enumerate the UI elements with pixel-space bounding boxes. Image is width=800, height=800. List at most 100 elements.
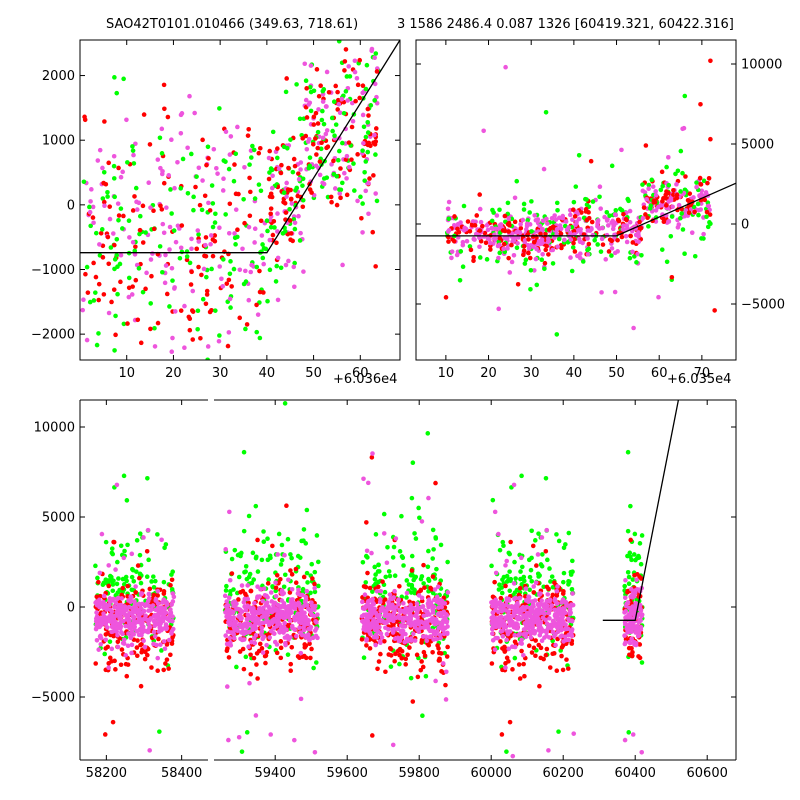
data-point bbox=[110, 582, 116, 587]
data-point bbox=[111, 163, 117, 169]
data-point bbox=[259, 620, 265, 626]
data-point bbox=[354, 22, 359, 27]
data-point bbox=[373, 572, 378, 577]
data-point bbox=[241, 637, 247, 642]
data-point bbox=[308, 108, 314, 114]
data-point bbox=[297, 238, 303, 243]
data-point bbox=[317, 159, 323, 164]
data-point bbox=[163, 661, 168, 666]
data-point bbox=[263, 660, 268, 666]
data-point bbox=[173, 309, 178, 314]
data-point bbox=[619, 147, 624, 153]
data-point bbox=[140, 240, 146, 245]
data-point bbox=[229, 571, 235, 576]
data-point bbox=[381, 531, 387, 536]
data-point bbox=[155, 157, 161, 162]
data-point bbox=[113, 567, 118, 572]
data-point bbox=[560, 614, 565, 620]
data-point bbox=[252, 196, 258, 201]
data-point bbox=[706, 203, 712, 209]
data-point bbox=[637, 655, 643, 661]
data-point bbox=[527, 255, 533, 261]
data-point bbox=[609, 163, 615, 169]
data-point bbox=[492, 579, 497, 585]
data-point bbox=[630, 604, 636, 609]
data-point bbox=[698, 181, 703, 187]
data-point bbox=[275, 211, 280, 216]
data-point bbox=[675, 168, 681, 174]
data-point bbox=[251, 577, 257, 582]
data-point bbox=[555, 244, 560, 249]
data-point bbox=[149, 665, 154, 670]
data-point bbox=[251, 147, 257, 153]
data-point bbox=[322, 21, 327, 26]
data-point bbox=[415, 674, 421, 680]
data-point bbox=[93, 290, 98, 295]
data-point bbox=[153, 596, 159, 602]
data-point bbox=[161, 589, 167, 594]
data-point bbox=[288, 137, 293, 142]
data-point bbox=[231, 621, 237, 627]
data-point bbox=[426, 548, 431, 554]
data-point bbox=[546, 586, 551, 592]
top-left-xtick-label: 60 bbox=[352, 366, 369, 381]
data-point bbox=[280, 591, 285, 597]
data-point bbox=[526, 613, 532, 618]
data-point bbox=[259, 557, 265, 563]
data-point bbox=[138, 606, 144, 611]
data-point bbox=[541, 166, 547, 172]
data-point bbox=[194, 174, 199, 179]
data-point bbox=[518, 569, 523, 574]
data-point bbox=[134, 610, 139, 615]
data-point bbox=[162, 280, 168, 286]
data-point bbox=[115, 291, 120, 297]
data-point bbox=[226, 611, 231, 617]
data-point bbox=[201, 266, 207, 272]
data-point bbox=[431, 547, 436, 552]
data-point bbox=[518, 617, 524, 622]
data-point bbox=[203, 242, 208, 248]
data-point bbox=[260, 636, 266, 642]
data-point bbox=[103, 637, 109, 643]
data-point bbox=[226, 277, 232, 283]
data-point bbox=[125, 321, 130, 326]
data-point bbox=[178, 186, 184, 191]
data-point bbox=[524, 221, 530, 227]
data-point bbox=[246, 367, 251, 372]
data-point bbox=[343, 89, 349, 94]
data-point bbox=[292, 737, 297, 743]
data-point bbox=[102, 732, 108, 737]
data-point bbox=[378, 596, 383, 602]
offset-label-top-left: +6.036e4 bbox=[333, 372, 398, 387]
data-point bbox=[373, 532, 379, 537]
data-point bbox=[118, 252, 124, 258]
data-point bbox=[130, 631, 136, 636]
data-point bbox=[121, 637, 127, 643]
data-point bbox=[512, 559, 517, 565]
data-point bbox=[364, 520, 369, 525]
data-point bbox=[297, 603, 302, 609]
data-point bbox=[488, 247, 493, 252]
data-point bbox=[697, 175, 703, 181]
data-point bbox=[120, 169, 125, 175]
data-point bbox=[289, 586, 295, 592]
data-point bbox=[531, 584, 537, 589]
data-point bbox=[224, 684, 230, 689]
data-point bbox=[228, 134, 234, 139]
data-point bbox=[97, 570, 103, 576]
data-point bbox=[363, 188, 369, 194]
data-point bbox=[320, 99, 326, 104]
data-point bbox=[506, 604, 512, 609]
data-point bbox=[499, 732, 505, 737]
data-point bbox=[633, 642, 639, 648]
data-point bbox=[189, 236, 194, 242]
data-point bbox=[558, 625, 564, 630]
data-point bbox=[210, 253, 216, 259]
data-point bbox=[274, 263, 280, 269]
data-point bbox=[664, 164, 669, 170]
data-point bbox=[290, 169, 296, 175]
data-point bbox=[315, 129, 321, 135]
data-point bbox=[640, 182, 645, 187]
data-point bbox=[116, 621, 121, 627]
data-point bbox=[125, 614, 131, 619]
